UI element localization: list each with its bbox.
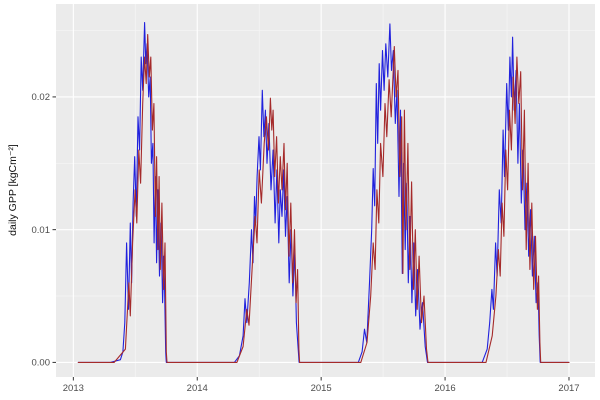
x-tick-label: 2015 <box>311 383 332 394</box>
y-tick-label: 0.02 <box>32 92 51 103</box>
y-axis-title: daily GPP [kgCm⁻²] <box>7 144 19 236</box>
x-tick-label: 2016 <box>435 383 456 394</box>
x-tick-label: 2014 <box>187 383 208 394</box>
y-tick-label: 0.00 <box>32 358 51 369</box>
y-tick-label: 0.01 <box>32 225 51 236</box>
x-tick-label: 2013 <box>63 383 84 394</box>
blue-series-line <box>77 22 570 363</box>
darkred-series-line <box>77 33 570 363</box>
x-tick-label: 2017 <box>558 383 579 394</box>
